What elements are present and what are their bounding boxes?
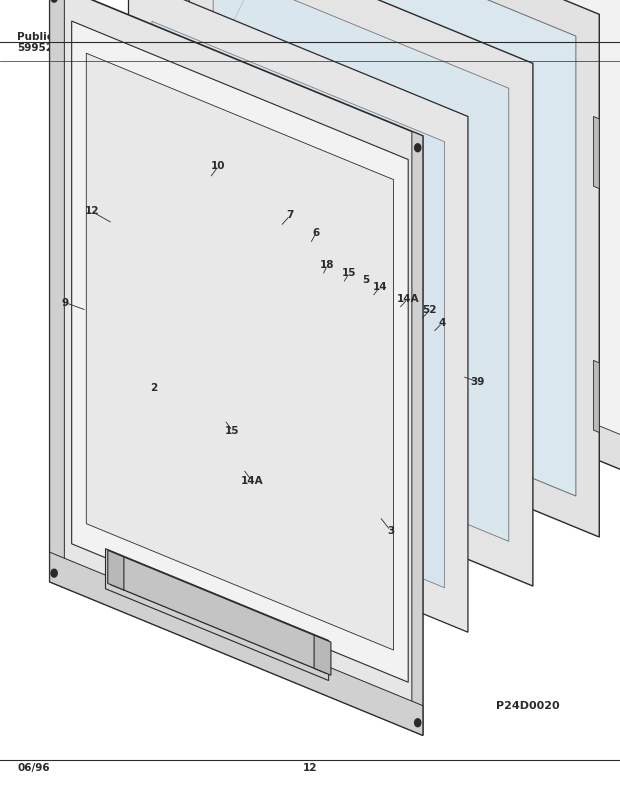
Text: 18: 18 [320, 261, 335, 270]
Polygon shape [368, 0, 379, 308]
Polygon shape [272, 0, 576, 496]
Polygon shape [593, 116, 600, 188]
Text: 14: 14 [373, 282, 388, 291]
Polygon shape [50, 0, 64, 588]
Polygon shape [189, 0, 533, 586]
Polygon shape [108, 550, 124, 590]
Text: 39: 39 [470, 377, 485, 386]
Text: 12: 12 [84, 207, 99, 216]
Text: 6: 6 [312, 228, 320, 238]
Text: eReplacementParts.com: eReplacementParts.com [205, 391, 316, 401]
Polygon shape [368, 280, 620, 455]
Text: FGF353BA: FGF353BA [276, 32, 344, 44]
Text: 9: 9 [61, 298, 69, 307]
Polygon shape [128, 0, 468, 632]
Polygon shape [422, 0, 620, 429]
Polygon shape [311, 0, 620, 486]
Polygon shape [387, 0, 620, 413]
Text: 12: 12 [303, 763, 317, 774]
Text: 06/96: 06/96 [17, 763, 50, 774]
Polygon shape [213, 0, 509, 541]
Text: 15: 15 [342, 268, 356, 278]
Polygon shape [86, 53, 394, 650]
Circle shape [319, 318, 324, 324]
Polygon shape [444, 0, 620, 371]
Text: 14A: 14A [397, 294, 419, 303]
Polygon shape [380, 432, 409, 463]
Polygon shape [152, 21, 445, 588]
Text: 5995292588: 5995292588 [17, 43, 89, 53]
Polygon shape [185, 0, 600, 65]
Circle shape [415, 719, 421, 727]
Circle shape [415, 144, 421, 152]
Polygon shape [105, 549, 329, 680]
Text: Publication No.: Publication No. [17, 32, 107, 42]
Text: DOOR: DOOR [290, 44, 330, 57]
Text: P24D0020: P24D0020 [496, 702, 560, 711]
Text: 4: 4 [438, 318, 446, 328]
Text: 14A: 14A [241, 476, 263, 485]
Text: 10: 10 [211, 162, 226, 171]
Text: 3: 3 [387, 526, 394, 535]
Polygon shape [333, 0, 620, 443]
Polygon shape [593, 360, 600, 432]
Polygon shape [368, 0, 620, 455]
Polygon shape [123, 0, 536, 116]
Text: 15: 15 [225, 426, 240, 436]
Text: 2: 2 [150, 383, 157, 393]
Polygon shape [314, 635, 331, 676]
Polygon shape [450, 0, 620, 356]
Polygon shape [50, 552, 423, 735]
Polygon shape [112, 552, 327, 674]
Circle shape [51, 569, 57, 577]
Polygon shape [248, 0, 620, 14]
Polygon shape [72, 21, 408, 682]
Text: 52: 52 [422, 306, 437, 315]
Polygon shape [50, 0, 423, 735]
Polygon shape [412, 131, 423, 735]
Text: 7: 7 [286, 211, 294, 220]
Polygon shape [248, 0, 600, 537]
Circle shape [51, 0, 57, 2]
Text: 5: 5 [362, 276, 370, 285]
